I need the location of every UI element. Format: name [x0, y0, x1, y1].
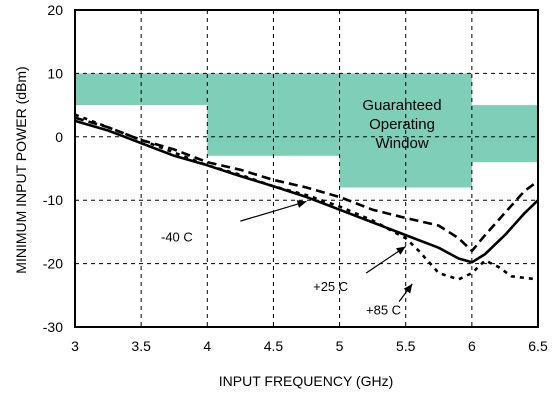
annotation-arrow-0: [240, 200, 307, 222]
window-label-line-2: Operating: [369, 116, 435, 133]
window-label-line-3: Window: [375, 135, 429, 152]
x-axis-title: INPUT FREQUENCY (GHz): [219, 373, 394, 389]
operating-window: [75, 73, 538, 188]
y-tick-label-1: 10: [47, 65, 63, 81]
annotation-label-2: +85 C: [366, 302, 401, 317]
x-tick-label-6: 6: [468, 338, 476, 354]
annotation-arrowhead-2: [403, 283, 413, 294]
annotations: -40 C +25 C +85 C: [161, 200, 413, 317]
series: [74, 113, 539, 281]
x-tick-label-0: 3: [71, 338, 79, 354]
x-tick-label-3: 4.5: [264, 338, 284, 354]
annotation-label-0: -40 C: [161, 229, 193, 244]
window-label-line-1: Guaranteed: [362, 97, 441, 114]
tick-labels: 3 3.5 4 4.5 5 5.5 6 6.5 20 10 0 -10 -20 -30: [43, 2, 548, 354]
series-line-1: [74, 119, 539, 264]
x-tick-label-4: 5: [336, 338, 344, 354]
y-tick-label-2: 0: [55, 129, 63, 145]
x-tick-label-5: 5.5: [396, 338, 416, 354]
annotation-arrowhead-1: [396, 246, 406, 255]
y-tick-label-0: 20: [47, 2, 63, 18]
series-line-0: [74, 116, 539, 253]
annotation-arrowhead-0: [296, 200, 307, 208]
window-region-3: [471, 105, 538, 163]
x-tick-label-1: 3.5: [131, 338, 151, 354]
series-line-2: [74, 113, 539, 281]
y-tick-label-3: -10: [43, 192, 63, 208]
plot-frame: [74, 9, 539, 328]
x-tick-label-7: 6.5: [528, 338, 548, 354]
y-tick-label-4: -20: [43, 256, 63, 272]
x-tick-label-2: 4: [203, 338, 211, 354]
y-axis-title: MINIMUM INPUT POWER (dBm): [13, 66, 29, 273]
annotation-label-1: +25 C: [313, 279, 348, 294]
y-tick-label-5: -30: [43, 319, 63, 335]
grid: [75, 10, 538, 327]
